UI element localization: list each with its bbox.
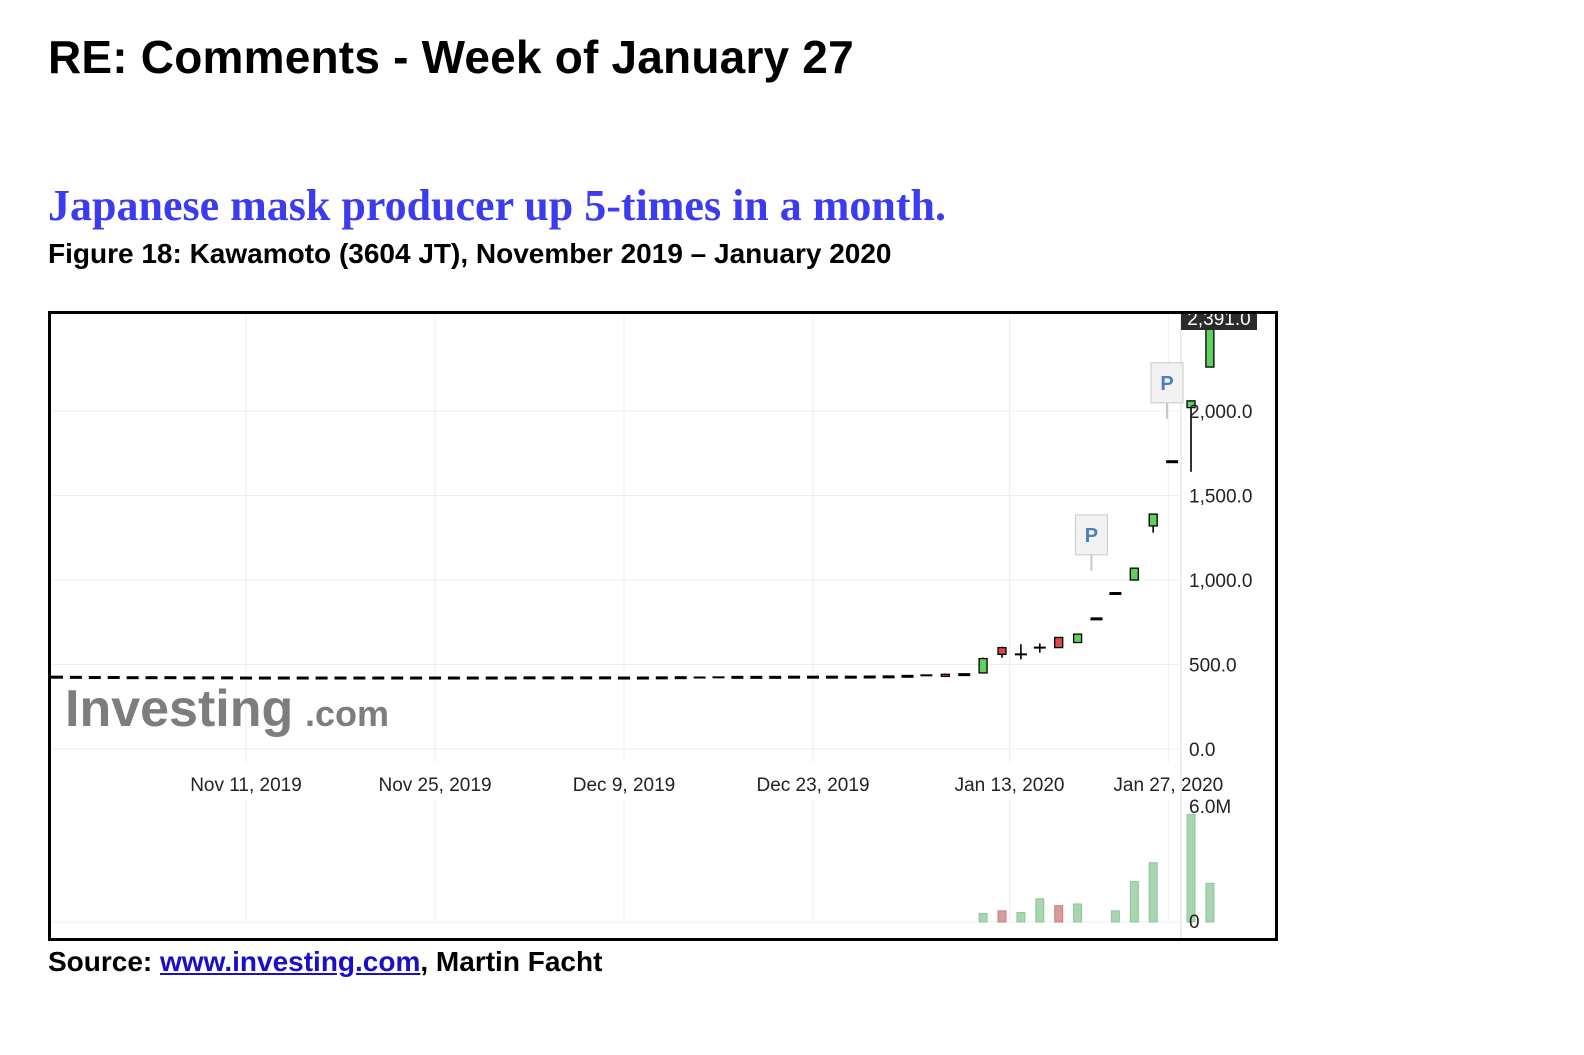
page-heading: RE: Comments - Week of January 27 [48,31,854,83]
volume-tick-label: 6.0M [1189,797,1231,818]
candle-body [1129,567,1139,581]
last-price-tag: 2,391.0 [1181,314,1257,330]
volume-bar [1129,881,1139,923]
volume-tick-label: 0 [1189,912,1200,933]
candle-body [1205,314,1215,368]
candle-body [1054,636,1064,649]
source-line: Source: www.investing.com, Martin Facht [48,946,602,978]
volume-bar [997,910,1007,923]
stock-chart: Investing .com PP 2,000.01,500.01,000.05… [51,314,1257,938]
volume-bar [1035,898,1045,923]
pin-box [1074,514,1108,556]
candle [940,673,950,677]
candle [1148,513,1158,533]
candle-body [997,646,1007,656]
grid-layer [51,314,1182,938]
candle [1129,567,1139,581]
candle [1054,636,1064,649]
volume-bar [1054,905,1064,923]
candle-body [1186,400,1196,409]
source-suffix: , Martin Facht [420,946,603,977]
volume-layer [978,814,1215,923]
volume-bar [1148,862,1158,923]
x-tick-label: Dec 9, 2019 [573,775,675,796]
candle-body [940,673,950,677]
pin-label: P [1160,373,1173,395]
x-tick-label: Dec 23, 2019 [756,775,869,796]
last-price-label: 2,391.0 [1187,314,1250,330]
y-tick-label: 1,500.0 [1189,487,1252,508]
candle [1033,643,1046,653]
candle [920,674,933,677]
source-prefix: Source: [48,946,161,977]
candle [1186,400,1196,472]
y-tick-label: 2,000.0 [1189,402,1252,423]
watermark-brand: Investing [65,680,293,738]
candle-body [978,657,988,674]
volume-bar [1073,903,1083,923]
x-tick-label: Jan 27, 2020 [1113,775,1223,796]
pin-box [1150,362,1184,404]
candle [693,676,706,679]
volume-bar [1110,910,1120,923]
watermark-suffix: .com [305,693,389,734]
candle [1014,644,1027,660]
x-tick-label: Nov 25, 2019 [378,775,491,796]
x-tick-label: Jan 13, 2020 [955,775,1065,796]
candle [978,657,988,674]
candle-body [1148,513,1158,527]
y-tick-label: 1,000.0 [1189,571,1252,592]
candle [1072,633,1083,644]
y-tick-label: 500.0 [1189,656,1237,677]
volume-bar [1186,814,1196,923]
x-tick-label: Nov 11, 2019 [190,775,302,796]
volume-bar [1205,882,1215,923]
pin-icon: P [1074,514,1108,571]
candle [997,646,1007,658]
y-tick-label: 0.0 [1189,740,1215,761]
article-headline: Japanese mask producer up 5-times in a m… [48,181,947,230]
source-link[interactable]: www.investing.com [160,946,421,977]
pin-label: P [1085,525,1098,547]
annotations-layer: PP [1074,362,1184,571]
figure-caption: Figure 18: Kawamoto (3604 JT), November … [48,238,892,269]
candle-body [1072,633,1083,644]
last-price-tag-bg [1181,314,1257,330]
volume-bar [978,912,988,923]
pin-icon: P [1150,362,1184,419]
volume-bar [1016,912,1026,923]
axis-layer: 2,000.0 1,500.0 1,000.0 500.0 0.0 Nov 11, 201… [190,402,1252,933]
watermark: Investing .com [65,680,389,738]
candles-layer [51,314,1215,680]
